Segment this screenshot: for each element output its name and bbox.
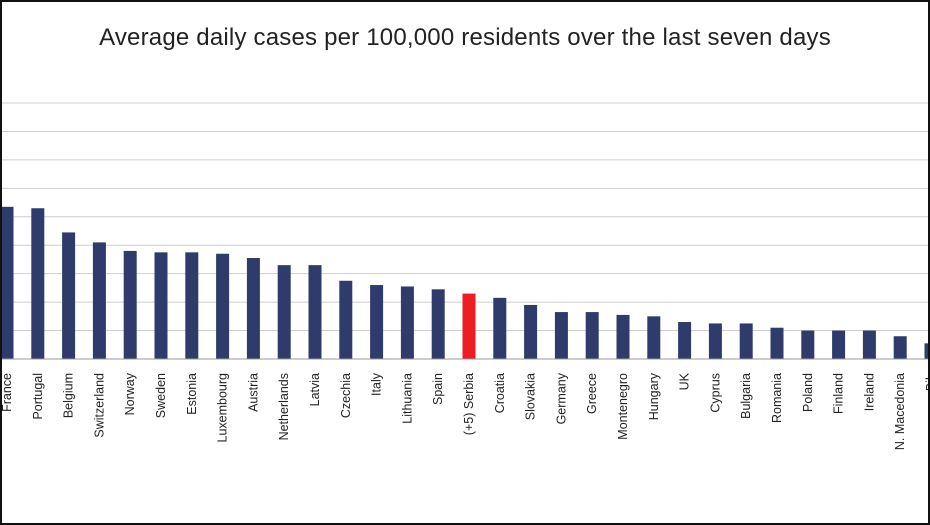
bar-latvia bbox=[308, 265, 322, 359]
x-tick-label: Finland bbox=[832, 373, 846, 414]
bar-switzerland bbox=[92, 242, 106, 359]
x-tick-label: Luxembourg bbox=[216, 373, 230, 443]
bar-italy bbox=[370, 285, 384, 359]
bar-cyprus bbox=[708, 323, 722, 359]
bar-bih bbox=[924, 343, 928, 359]
x-tick-label: Bih bbox=[924, 373, 928, 391]
x-tick-label: Poland bbox=[801, 373, 815, 412]
x-tick-label: Hungary bbox=[647, 372, 661, 420]
x-tick-label: Ireland bbox=[862, 373, 876, 411]
x-tick-label: Italy bbox=[370, 372, 384, 396]
x-tick-label: UK bbox=[678, 372, 692, 390]
bar-austria bbox=[246, 258, 260, 359]
bar-germany bbox=[554, 312, 568, 359]
x-tick-label: (+5) Serbia bbox=[462, 373, 476, 435]
bar-lithuania bbox=[400, 286, 414, 359]
x-tick-label: Spain bbox=[431, 373, 445, 405]
x-tick-label: Croatia bbox=[493, 373, 507, 413]
bar-hungary bbox=[647, 316, 661, 359]
bar-luxembourg bbox=[216, 253, 230, 359]
x-tick-label: Netherlands bbox=[277, 373, 291, 440]
x-tick-label: Greece bbox=[585, 373, 599, 414]
bar-norway bbox=[123, 250, 137, 359]
chart-title: Average daily cases per 100,000 resident… bbox=[99, 24, 831, 51]
x-tick-label: Belgium bbox=[62, 373, 76, 418]
x-tick-label: Slovakia bbox=[524, 373, 538, 420]
bar-belgium bbox=[62, 232, 76, 359]
bar-montenegro bbox=[616, 314, 630, 359]
x-tick-label: Montenegro bbox=[616, 373, 630, 440]
bar-ireland bbox=[862, 330, 876, 359]
x-tick-label: Lithuania bbox=[400, 373, 414, 424]
bar-sweden bbox=[154, 252, 168, 359]
x-tick-label: Czechia bbox=[339, 373, 353, 418]
bar-greece bbox=[585, 312, 599, 359]
bars bbox=[2, 206, 928, 359]
bar-n-macedonia bbox=[893, 336, 907, 359]
bar-romania bbox=[770, 327, 784, 359]
x-tick-label: France bbox=[2, 373, 14, 412]
x-tick-label: Cyprus bbox=[708, 373, 722, 413]
bar-slovakia bbox=[524, 304, 538, 359]
x-tick-label: Estonia bbox=[185, 373, 199, 415]
bar-croatia bbox=[493, 297, 507, 359]
bar-portugal bbox=[31, 208, 45, 359]
x-tick-label: Bulgaria bbox=[739, 373, 753, 419]
x-tick-label: Sweden bbox=[154, 373, 168, 418]
bar-5-serbia bbox=[462, 293, 476, 359]
x-tick-label: Austria bbox=[246, 373, 260, 412]
bar-spain bbox=[431, 289, 445, 359]
bar-finland bbox=[832, 330, 846, 359]
bar-czechia bbox=[339, 280, 353, 359]
x-tick-label: Romania bbox=[770, 373, 784, 423]
x-tick-label: N. Macedonia bbox=[893, 373, 907, 450]
x-tick-label: Portugal bbox=[31, 373, 45, 420]
x-tick-label: Germany bbox=[554, 372, 568, 424]
x-tick-label: Latvia bbox=[308, 373, 322, 406]
bar-bulgaria bbox=[739, 323, 753, 359]
x-tick-label: Norway bbox=[123, 372, 137, 415]
x-tick-label: Switzerland bbox=[92, 373, 106, 438]
x-axis-labels: France Portugal Belgium Switzerland Norway Sw… bbox=[2, 372, 928, 450]
bar-uk bbox=[678, 322, 692, 359]
bar-france bbox=[2, 206, 14, 359]
bar-netherlands bbox=[277, 265, 291, 359]
bar-estonia bbox=[185, 252, 199, 359]
bar-poland bbox=[801, 330, 815, 359]
